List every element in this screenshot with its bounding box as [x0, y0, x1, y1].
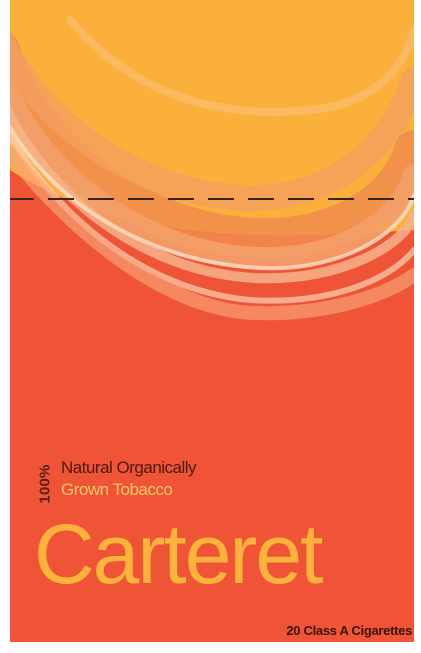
sun-artwork — [10, 0, 414, 321]
brand-name: Carteret — [34, 507, 323, 601]
claim-line-2: Grown Tobacco — [61, 480, 173, 499]
cigarette-pack: 100% Natural Organically Grown Tobacco C… — [10, 0, 414, 642]
claim-line-1: Natural Organically — [61, 458, 197, 477]
badge-text: 100% — [36, 464, 54, 504]
cigarette-count: 20 Class A Cigarettes — [286, 623, 412, 638]
